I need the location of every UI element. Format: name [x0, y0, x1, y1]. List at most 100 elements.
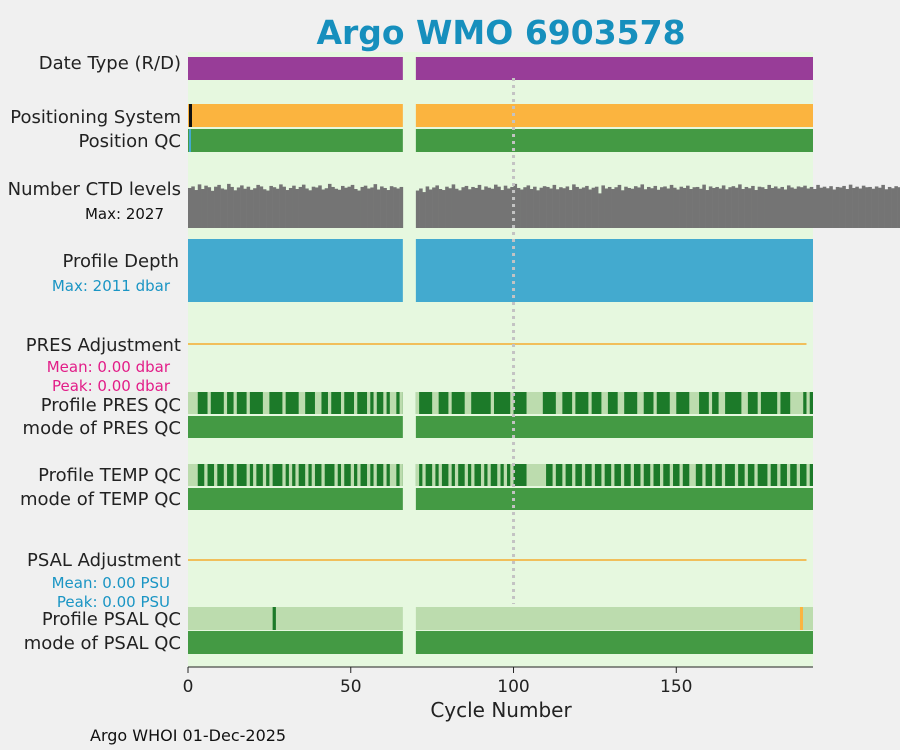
temp-qc-light-43 [601, 464, 605, 486]
pres-peak-text: Peak: 0.00 dbar [52, 377, 171, 395]
temp-qc-light-1 [204, 464, 208, 486]
ctd-bar-167 [731, 186, 736, 228]
temp-qc-light-63 [806, 464, 810, 486]
temp-qc-light-2 [214, 464, 218, 486]
pres-qc-light-16 [399, 392, 403, 414]
ctd-bar-209 [868, 186, 872, 228]
temp-qc-light-3 [223, 464, 228, 486]
ctd-bar-145 [660, 187, 664, 228]
ctd-bar-150 [676, 189, 680, 228]
ctd-bar-216 [891, 188, 895, 228]
ctd-bar-159 [705, 190, 710, 228]
ctd-bar-122 [585, 185, 589, 228]
temp-qc-light-30 [464, 464, 468, 486]
ctd-bar-126 [598, 193, 602, 228]
ctd-bar-188 [799, 187, 804, 228]
ctd-bar-103 [523, 187, 527, 228]
ctd-bar-64 [396, 188, 400, 228]
ctd-bar-131 [614, 187, 618, 228]
profile-psal-qc-band-seg-1 [188, 607, 403, 630]
ctd-bar-152 [682, 187, 687, 228]
ctd-bar-112 [552, 184, 557, 228]
ctd-bar-4 [201, 189, 205, 228]
temp-qc-light-56 [734, 464, 739, 486]
date-type-band-seg-2 [415, 57, 813, 80]
x-tick-label-0: 0 [183, 677, 194, 697]
temp-qc-light-10 [288, 464, 293, 486]
pres-qc-light-0 [188, 392, 198, 414]
profile-temp-qc-band-seg-2 [415, 464, 813, 486]
temp-qc-light-47 [640, 464, 644, 486]
ctd-bar-128 [604, 188, 609, 228]
temp-qc-light-34 [497, 464, 501, 486]
chart-title: Argo WMO 6903578 [316, 13, 685, 52]
ctd-bar-22 [259, 186, 264, 228]
x-tick-label-2: 100 [497, 677, 529, 697]
temp-qc-light-33 [487, 464, 491, 486]
profile-pres-qc-band-seg-2 [415, 392, 813, 414]
ctd-bar-162 [715, 186, 719, 228]
ctd-max-text: Max: 2027 [85, 205, 164, 223]
temp-qc-light-53 [702, 464, 706, 486]
ctd-bar-191 [809, 186, 814, 228]
ctd-bar-29 [282, 186, 286, 228]
ctd-bar-41 [321, 189, 326, 228]
ctd-bar-20 [253, 188, 257, 228]
position-qc-band-seg-1 [188, 129, 403, 152]
plot-background [188, 52, 813, 667]
temp-qc-light-20 [373, 464, 377, 486]
ctd-bar-166 [728, 187, 732, 228]
temp-qc-light-50 [669, 464, 674, 486]
ctd-bar-19 [249, 189, 254, 228]
row-label-profile-pres-qc: Profile PRES QC [41, 395, 181, 416]
ctd-bar-199 [835, 186, 840, 228]
ctd-bar-93 [490, 188, 495, 228]
ctd-bar-48 [344, 187, 348, 228]
temp-qc-light-40 [572, 464, 576, 486]
x-axis-ticks: 0 50 100 150 [183, 667, 693, 697]
ctd-bar-161 [712, 187, 716, 228]
temp-qc-light-61 [786, 464, 791, 486]
ctd-bar-36 [305, 188, 309, 228]
temp-qc-light-48 [650, 464, 654, 486]
ctd-bar-1 [191, 186, 195, 228]
temp-qc-light-22 [389, 464, 397, 486]
ctd-bar-52 [357, 190, 361, 228]
ctd-bar-123 [588, 189, 592, 228]
ctd-bar-90 [480, 189, 485, 228]
ctd-bar-215 [887, 186, 892, 228]
mode-pres-qc-band-seg-2 [415, 416, 813, 438]
ctd-bar-178 [767, 184, 771, 228]
pres-qc-light-11 [354, 392, 358, 414]
ctd-bar-74 [428, 189, 433, 228]
ctd-bar-95 [497, 186, 501, 228]
ctd-bar-10 [220, 188, 225, 228]
ctd-bar-49 [347, 186, 352, 228]
temp-qc-light-55 [721, 464, 726, 486]
temp-qc-light-44 [611, 464, 615, 486]
ctd-bar-156 [695, 186, 700, 228]
temp-qc-light-26 [432, 464, 436, 486]
pres-qc-light-22 [510, 392, 514, 414]
ctd-bar-2 [194, 190, 199, 228]
ctd-bar-100 [513, 183, 518, 228]
pres-qc-light-1 [207, 392, 211, 414]
pres-qc-light-34 [718, 392, 726, 414]
ctd-bar-129 [607, 186, 612, 228]
ctd-bar-111 [549, 188, 553, 228]
ctd-bar-85 [464, 185, 469, 228]
temp-qc-light-42 [591, 464, 595, 486]
ctd-bar-196 [826, 188, 830, 228]
temp-qc-light-60 [777, 464, 781, 486]
ctd-bar-84 [461, 187, 465, 228]
temp-qc-light-24 [415, 464, 420, 486]
ctd-bar-110 [546, 186, 550, 228]
row-label-position-qc: Position QC [78, 131, 181, 152]
ctd-bar-118 [572, 184, 576, 228]
ctd-bar-9 [217, 184, 221, 228]
temp-qc-light-37 [526, 464, 547, 486]
ctd-bar-135 [627, 187, 632, 228]
ctd-bar-47 [340, 185, 345, 228]
temp-qc-light-13 [311, 464, 315, 486]
ctd-bar-76 [435, 185, 439, 228]
